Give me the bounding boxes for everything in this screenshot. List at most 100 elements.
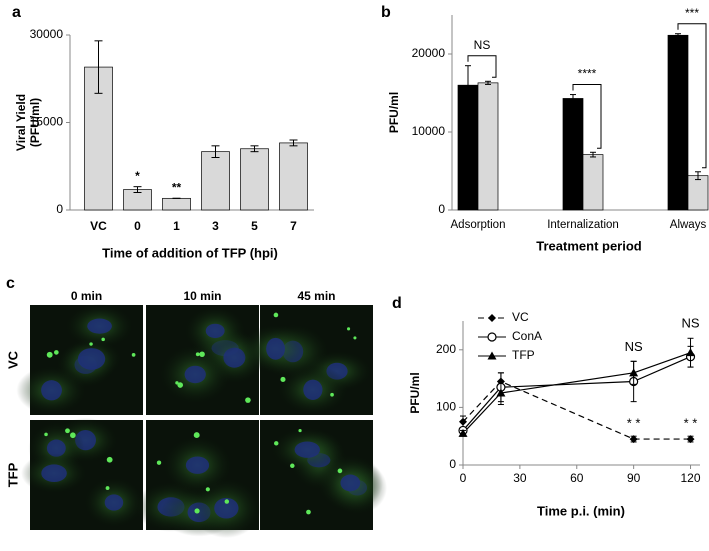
micrograph <box>240 305 373 415</box>
spot <box>70 432 76 439</box>
spot <box>46 351 53 358</box>
panel-label: a <box>12 4 21 21</box>
spot <box>106 456 113 463</box>
column-header: 0 min <box>71 289 102 303</box>
marker <box>629 435 638 444</box>
x-tick-label: 1 <box>173 219 180 233</box>
y-axis-label: PFU/ml <box>408 372 422 413</box>
micrograph <box>16 303 143 415</box>
x-axis-label: Treatment period <box>536 238 642 253</box>
x-tick-label: VC <box>90 219 107 233</box>
bar <box>477 82 499 211</box>
y-axis-label: Viral Yield <box>14 94 28 151</box>
spot <box>65 428 70 434</box>
spot <box>131 353 136 357</box>
nucleus <box>294 441 320 458</box>
marker <box>487 332 497 342</box>
nucleus <box>303 379 323 400</box>
spot <box>290 463 295 469</box>
spot <box>306 509 311 515</box>
x-tick-label: Adsorption <box>451 219 506 231</box>
nucleus <box>184 365 206 384</box>
annotation: ** <box>172 181 182 195</box>
nucleus <box>266 337 286 360</box>
spot <box>193 432 200 439</box>
spot <box>280 376 286 383</box>
spot <box>273 312 279 318</box>
y-tick-label: 0 <box>449 457 456 471</box>
marker <box>487 351 497 360</box>
spot <box>194 508 200 514</box>
spot <box>101 337 105 342</box>
nucleus <box>214 497 239 519</box>
annotation: NS <box>474 38 491 52</box>
spot <box>199 351 205 358</box>
x-tick-label: 60 <box>570 471 584 485</box>
bar <box>279 142 308 211</box>
annotation: NS <box>681 316 699 331</box>
column-header: 45 min <box>297 289 335 303</box>
x-tick-label: 30 <box>513 471 527 485</box>
y-tick-label: 100 <box>436 400 456 414</box>
annotation: NS <box>625 339 643 354</box>
bar <box>240 148 269 211</box>
y-axis-label: (PFU/ml) <box>28 98 42 147</box>
y-tick-label: 0 <box>56 202 63 216</box>
y-tick-label: 0 <box>438 202 445 216</box>
panel-label: b <box>381 4 391 21</box>
bar <box>201 151 230 211</box>
spot <box>195 352 200 357</box>
nucleus <box>87 318 112 334</box>
annotation: * <box>135 169 140 183</box>
micrograph <box>135 420 261 539</box>
spot <box>224 499 230 504</box>
x-tick-label: 90 <box>627 471 641 485</box>
nucleus <box>41 464 67 483</box>
spot <box>353 336 357 340</box>
spot <box>44 432 48 437</box>
x-tick-label: Internalization <box>547 219 619 231</box>
y-tick-label: 20000 <box>412 46 446 60</box>
nucleus <box>205 323 225 339</box>
x-tick-label: 7 <box>290 219 297 233</box>
x-tick-label: Always <box>670 219 707 231</box>
legend-label: ConA <box>512 329 542 343</box>
x-tick-label: 0 <box>134 219 141 233</box>
spot <box>330 392 334 397</box>
x-tick-label: 0 <box>460 471 467 485</box>
series-line <box>462 380 691 440</box>
annotation: * * <box>684 415 698 430</box>
spot <box>156 460 162 465</box>
spot <box>337 468 343 474</box>
x-axis-label: Time p.i. (min) <box>537 503 625 518</box>
row-label: VC <box>5 350 20 369</box>
nucleus <box>185 456 210 474</box>
significance-bracket <box>677 23 707 169</box>
spot <box>177 382 184 388</box>
x-tick-label: 120 <box>681 471 701 485</box>
significance-bracket <box>572 84 602 149</box>
spot <box>347 327 351 331</box>
marker <box>686 348 696 357</box>
nucleus <box>340 474 361 492</box>
panel-label: c <box>6 275 15 292</box>
micrograph <box>146 305 266 415</box>
y-tick-label: 10000 <box>412 124 446 138</box>
micrograph <box>260 420 388 530</box>
bar <box>667 34 689 211</box>
annotation: *** <box>685 6 699 20</box>
spot <box>89 342 93 346</box>
bar <box>562 98 584 211</box>
spot <box>245 397 251 403</box>
nucleus <box>77 348 106 370</box>
panel-label: d <box>392 295 402 312</box>
bar <box>582 154 604 211</box>
x-tick-label: 5 <box>251 219 258 233</box>
nucleus <box>41 380 62 401</box>
marker <box>496 388 506 397</box>
nucleus <box>104 494 124 511</box>
significance-bracket <box>467 55 497 78</box>
marker <box>459 417 467 426</box>
bar <box>687 175 709 211</box>
